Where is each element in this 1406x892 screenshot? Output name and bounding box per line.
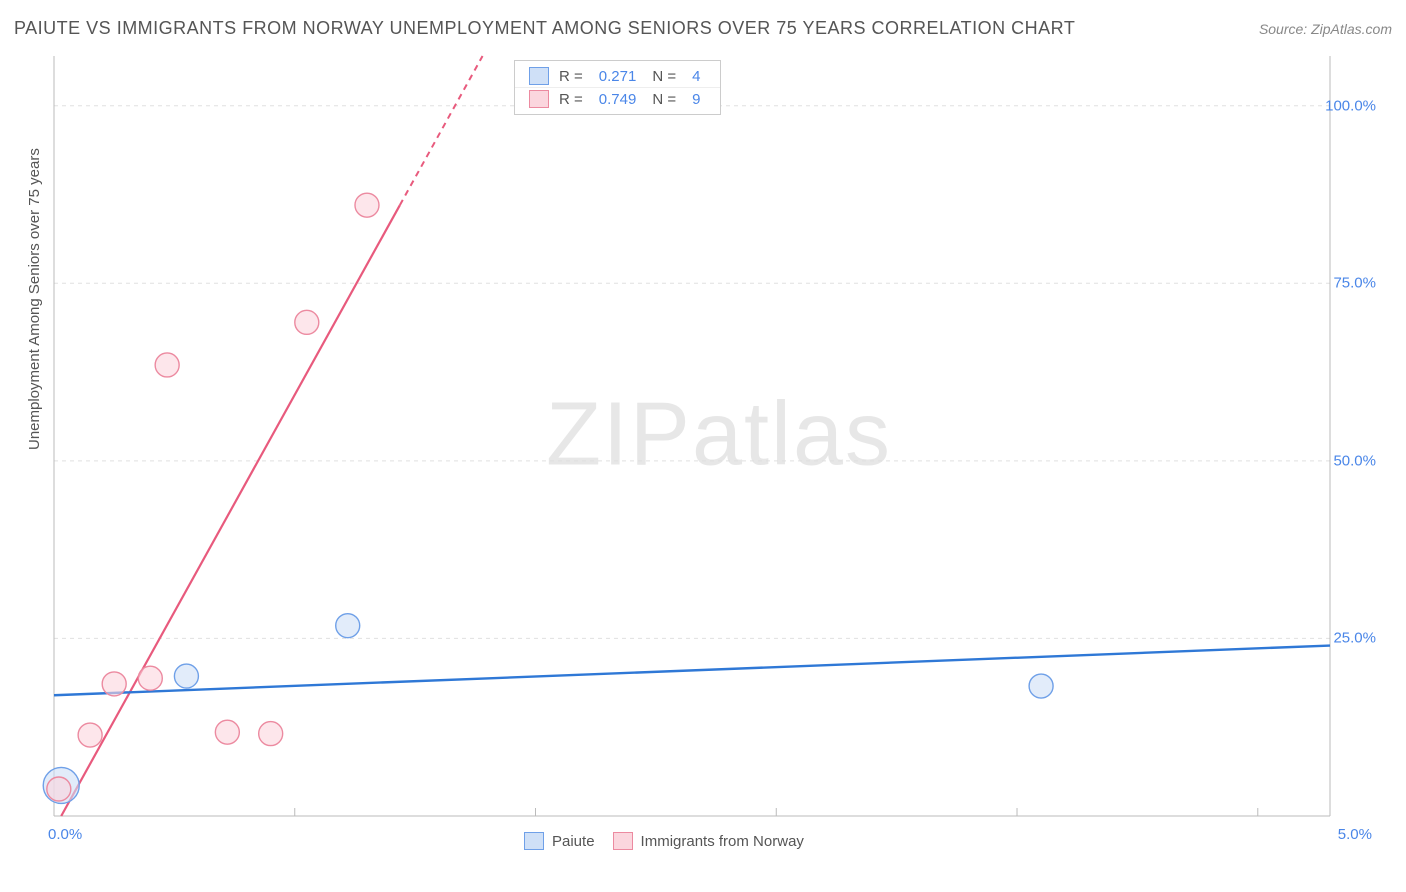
legend-label: Paiute [552,833,595,850]
legend-n-label: N = [652,91,676,108]
legend-item: Immigrants from Norway [613,832,804,850]
legend-swatch [524,832,544,850]
plot-svg [54,56,1384,846]
legend-n-label: N = [652,68,676,85]
xtick-label: 0.0% [48,826,82,843]
ytick-label: 50.0% [1333,452,1376,469]
legend-swatch [529,67,549,85]
legend-row: R = 0.749 N = 9 [515,87,720,110]
plot-area: ZIPatlas R =0.271N =4R =0.749N =9 Paiute… [54,56,1384,846]
ytick-label: 25.0% [1333,630,1376,647]
legend-r-value: 0.271 [599,68,637,85]
legend-label: Immigrants from Norway [641,833,804,850]
legend-series: Paiute Immigrants from Norway [524,832,804,850]
source-label: Source: ZipAtlas.com [1259,21,1392,37]
legend-row: R = 0.271 N = 4 [515,65,720,87]
legend-item: Paiute [524,832,595,850]
chart-title: PAIUTE VS IMMIGRANTS FROM NORWAY UNEMPLO… [14,18,1075,39]
legend-swatch [529,90,549,108]
legend-r-value: 0.749 [599,91,637,108]
legend-correlation: R = 0.271 N = 4 R = 0.749 N = 9 [514,60,721,115]
legend-n-value: 9 [692,91,700,108]
xtick-label: 5.0% [1338,826,1372,843]
legend-r-label: R = [559,68,583,85]
legend-r-label: R = [559,91,583,108]
ytick-label: 100.0% [1325,97,1376,114]
legend-swatch [613,832,633,850]
y-axis-label: Unemployment Among Seniors over 75 years [26,148,43,450]
legend-n-value: 4 [692,68,700,85]
ytick-label: 75.0% [1333,275,1376,292]
